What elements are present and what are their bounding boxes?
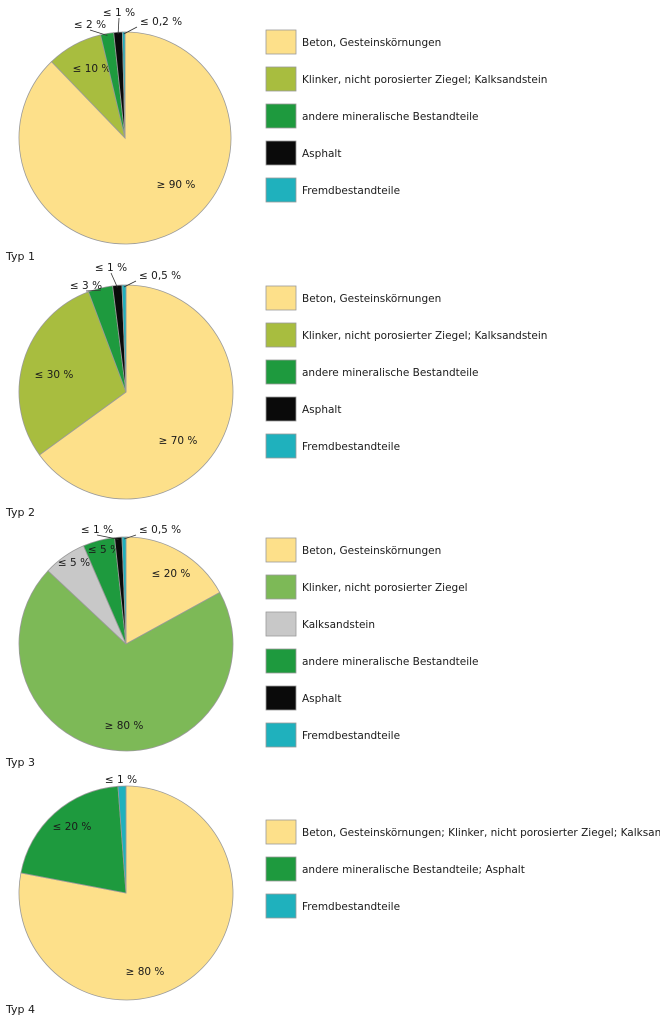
legend: Beton, Gesteinskörnungen; Klinker, nicht… [265, 819, 660, 919]
leader-line [117, 17, 120, 35]
legend-swatch [265, 396, 297, 422]
slice-value-label: ≤ 1 % [95, 262, 127, 274]
legend-label: Beton, Gesteinskörnungen [302, 293, 441, 305]
slice-value-label: ≤ 0,5 % [139, 270, 181, 282]
pie-slice [20, 785, 127, 894]
pie-chart-2: ≥ 70 % ≤ 30 % ≤ 3 % ≤ 1 % ≤ 0,5 % Typ 2 Beton,… [5, 262, 547, 519]
legend-label: Kalksandstein [302, 619, 375, 631]
slice-value-label: ≤ 20 % [152, 568, 191, 580]
slice-value-label: ≤ 2 % [74, 19, 106, 31]
legend-label: Klinker, nicht porosierter Ziegel; Kalks… [302, 74, 547, 86]
legend-swatch [265, 611, 297, 637]
slice-value-label: ≥ 70 % [159, 435, 198, 447]
legend-swatch [265, 322, 297, 348]
legend-swatch [265, 285, 297, 311]
legend-swatch [265, 722, 297, 748]
leader-line [85, 289, 101, 292]
legend-swatch [265, 66, 297, 92]
legend-label: andere mineralische Bestandteile; Asphal… [302, 864, 525, 876]
legend-label: Fremdbestandteile [302, 441, 400, 453]
legend-swatch [265, 537, 297, 563]
slice-value-label: ≤ 20 % [53, 821, 92, 833]
legend: Beton, Gesteinskörnungen Klinker, nicht p… [265, 537, 479, 748]
legend-swatch [265, 856, 297, 882]
legend-label: Beton, Gesteinskörnungen [302, 545, 441, 557]
leader-line [89, 29, 108, 36]
pie-chart-3: ≤ 20 % ≥ 80 % ≤ 5 %≤ 5 % ≤ 1 % ≤ 0,5 % Typ 3 B… [5, 524, 479, 769]
legend-swatch [265, 819, 297, 845]
legend-swatch [265, 648, 297, 674]
legend-label: Asphalt [302, 404, 341, 416]
slice-value-label: ≤ 0,2 % [140, 16, 182, 28]
pie-slice [18, 570, 234, 752]
pie-slice [18, 291, 127, 456]
legend-swatch [265, 359, 297, 385]
slice-value-label: ≤ 1 % [81, 524, 113, 536]
pie-slice [121, 536, 127, 645]
leader-line [110, 272, 118, 288]
chart-title: Typ 4 [5, 1003, 35, 1016]
legend-label: Beton, Gesteinskörnungen; Klinker, nicht… [302, 827, 660, 839]
slice-value-label: ≤ 0,5 % [139, 524, 181, 536]
pie-slice [121, 284, 127, 393]
slice-value-label: ≥ 80 % [105, 720, 144, 732]
legend-label: Asphalt [302, 693, 341, 705]
pie-slice [117, 785, 127, 894]
legend: Beton, Gesteinskörnungen Klinker, nicht p… [265, 285, 547, 459]
legend-swatch [265, 574, 297, 600]
legend-label: Beton, Gesteinskörnungen [302, 37, 441, 49]
pie-slice [125, 536, 221, 645]
legend-label: Fremdbestandteile [302, 185, 400, 197]
slice-value-label: ≤ 1 % [103, 7, 135, 19]
legend-swatch [265, 103, 297, 129]
legend-swatch [265, 893, 297, 919]
chart-title: Typ 3 [5, 756, 35, 769]
slice-value-label: ≤ 5 % [58, 557, 90, 569]
slice-value-label: ≤ 10 % [73, 63, 112, 75]
legend-label: Fremdbestandteile [302, 901, 400, 913]
slice-value-label: ≤ 3 % [70, 280, 102, 292]
legend-swatch [265, 433, 297, 459]
leader-line [123, 280, 137, 288]
legend-label: andere mineralische Bestandteile [302, 656, 479, 668]
pie-slice [18, 785, 234, 1001]
pie-slice [121, 31, 126, 139]
leader-line [123, 534, 137, 540]
legend-label: Fremdbestandteile [302, 730, 400, 742]
pie-chart-4: ≥ 80 % ≤ 20 % ≤ 1 % Typ 4 Beton, Gesteinskör… [5, 774, 660, 1016]
legend-label: andere mineralische Bestandteile [302, 111, 479, 123]
pie-slice [38, 284, 234, 500]
slice-value-label: ≤ 5 % [88, 544, 120, 556]
leader-line [96, 534, 119, 540]
legend-label: Klinker, nicht porosierter Ziegel; Kalks… [302, 330, 547, 342]
slice-value-label: ≥ 90 % [157, 179, 196, 191]
slice-value-label: ≤ 30 % [35, 369, 74, 381]
legend-swatch [265, 685, 297, 711]
legend-label: Klinker, nicht porosierter Ziegel [302, 582, 468, 594]
slice-value-label: ≤ 1 % [105, 774, 137, 786]
legend-label: Asphalt [302, 148, 341, 160]
legend-swatch [265, 177, 297, 203]
chart-title: Typ 1 [5, 250, 35, 263]
legend: Beton, Gesteinskörnungen Klinker, nicht p… [265, 29, 547, 203]
leader-line [123, 26, 138, 35]
legend-swatch [265, 29, 297, 55]
legend-label: andere mineralische Bestandteile [302, 367, 479, 379]
slice-value-label: ≥ 80 % [126, 966, 165, 978]
pie-chart-1: ≥ 90 % ≤ 10 % ≤ 2 %≤ 1 % ≤ 0,2 % Typ 1 Beton,… [5, 7, 547, 263]
legend-swatch [265, 140, 297, 166]
chart-title: Typ 2 [5, 506, 35, 519]
